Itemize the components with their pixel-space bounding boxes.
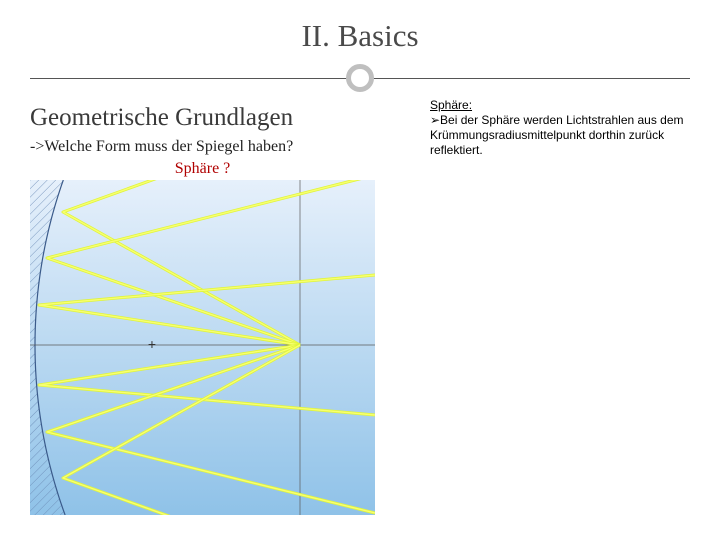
title-wrap: II. Basics (30, 18, 690, 54)
note-line: ➢Bei der Sphäre werden Lichtstrahlen aus… (430, 113, 710, 158)
section-heading: Geometrische Grundlagen (30, 104, 425, 132)
question-text: ->Welche Form muss der Spiegel haben? (30, 138, 425, 156)
divider-circle-icon (346, 64, 374, 92)
slide: II. Basics Geometrische Grundlagen ->Wel… (0, 0, 720, 540)
notes-column: Sphäre: ➢Bei der Sphäre werden Lichtstra… (430, 98, 710, 158)
divider (30, 64, 690, 96)
ray-diagram: + (30, 180, 375, 515)
page-title: II. Basics (30, 18, 690, 54)
left-column: Geometrische Grundlagen ->Welche Form mu… (30, 104, 425, 515)
sphere-label: Sphäre ? (30, 160, 375, 178)
svg-text:+: + (148, 336, 156, 352)
note-title: Sphäre: (430, 98, 710, 113)
